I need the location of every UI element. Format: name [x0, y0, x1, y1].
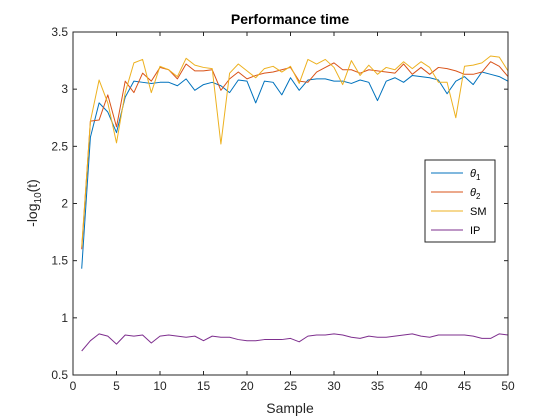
y-tick-label: 1	[61, 311, 68, 325]
x-tick-label: 50	[501, 379, 515, 393]
series-line-3	[81, 55, 509, 247]
x-tick-label: 5	[113, 379, 120, 393]
x-tick-label: 20	[240, 379, 254, 393]
legend-entry-1: θ1	[470, 168, 481, 182]
x-tick-label: 15	[197, 379, 211, 393]
y-tick-label: 3	[61, 82, 68, 96]
series-layer	[81, 55, 509, 352]
chart-title: Performance time	[231, 11, 349, 27]
y-tick-label: 2	[61, 197, 68, 211]
legend: θ1 θ2 SM IP	[424, 159, 496, 243]
x-tick-label: 0	[70, 379, 77, 393]
legend-entry-2: θ2	[470, 187, 481, 201]
series-line-4	[81, 333, 509, 352]
y-tick-label: 0.5	[51, 368, 68, 382]
x-tick-label: 30	[327, 379, 341, 393]
y-tick-label: 2.5	[51, 139, 68, 153]
y-tick-label: 3.5	[51, 25, 68, 39]
y-axis-label-main: -log	[24, 203, 40, 226]
y-axis-label-sub: 10	[33, 192, 44, 204]
legend-entry-3: SM	[470, 206, 487, 218]
y-tick-label: 1.5	[51, 254, 68, 268]
x-tick-label: 45	[458, 379, 472, 393]
x-axis-label: Sample	[266, 400, 314, 416]
x-tick-label: 25	[284, 379, 298, 393]
x-tick-label: 10	[153, 379, 167, 393]
legend-box	[424, 159, 496, 243]
legend-entry-4: IP	[470, 225, 480, 237]
axes-layer: 0 5 10 15 20 25 30 35 40 45 50 0.5 1 1.5 2 2.5 3 3.5	[51, 25, 515, 393]
y-axis-label-suffix: (t)	[24, 179, 40, 192]
x-tick-label: 35	[371, 379, 385, 393]
y-axis-label: -log10(t)	[24, 179, 44, 227]
x-tick-label: 40	[414, 379, 428, 393]
